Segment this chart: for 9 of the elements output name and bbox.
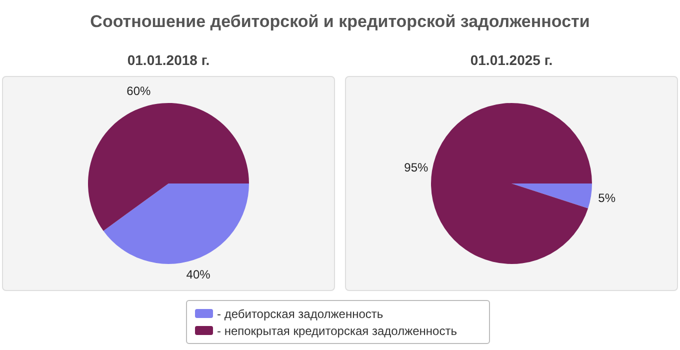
legend-label: - дебиторская задолженность [217,306,384,320]
legend-label: - непокрытая кредиторская задолженность [217,324,457,338]
data-label: 5% [598,190,616,205]
chart-subtitle: 01.01.2018 г. [126,51,211,70]
chart-title: Соотношение дебиторской и кредиторской задолженности [89,12,591,32]
data-label: 40% [186,268,211,282]
data-label: 60% [126,84,152,98]
chart-subtitle: 01.01.2025 г. [469,51,554,70]
data-label: 95% [404,160,429,175]
